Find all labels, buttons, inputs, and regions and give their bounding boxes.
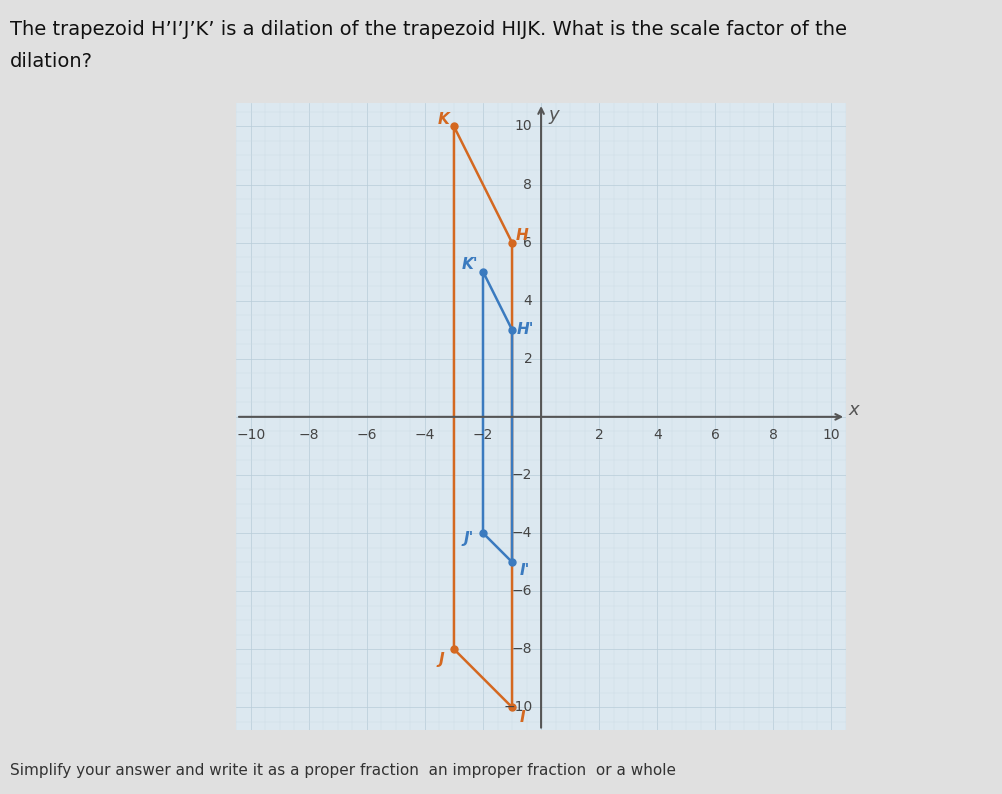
Text: dilation?: dilation? (10, 52, 93, 71)
Text: −4: −4 (415, 429, 435, 442)
Text: K: K (438, 112, 450, 127)
Text: y: y (548, 106, 559, 124)
Text: The trapezoid H’I’J’K’ is a dilation of the trapezoid HIJK. What is the scale fa: The trapezoid H’I’J’K’ is a dilation of … (10, 20, 847, 39)
Text: 2: 2 (595, 429, 603, 442)
Text: 10: 10 (515, 119, 532, 133)
Text: 8: 8 (769, 429, 778, 442)
Text: H: H (516, 228, 529, 243)
Text: K': K' (462, 257, 478, 272)
Text: 10: 10 (823, 429, 841, 442)
Text: I: I (519, 710, 525, 725)
Text: 6: 6 (710, 429, 719, 442)
Text: −10: −10 (236, 429, 266, 442)
Text: −2: −2 (512, 468, 532, 482)
Text: 2: 2 (524, 352, 532, 366)
Text: −6: −6 (512, 584, 532, 598)
Text: −8: −8 (512, 642, 532, 656)
Text: 4: 4 (524, 294, 532, 308)
Text: 6: 6 (523, 236, 532, 249)
Text: J: J (438, 652, 444, 667)
Text: −2: −2 (473, 429, 493, 442)
Text: x: x (849, 401, 860, 418)
Text: −8: −8 (299, 429, 319, 442)
Text: J': J' (463, 531, 474, 546)
Text: 8: 8 (523, 178, 532, 191)
Text: Simplify your answer and write it as a proper fraction  an improper fraction  or: Simplify your answer and write it as a p… (10, 763, 676, 778)
Text: −4: −4 (512, 526, 532, 540)
Text: −10: −10 (503, 700, 532, 715)
Text: −6: −6 (357, 429, 377, 442)
Text: H': H' (516, 322, 534, 337)
Text: 4: 4 (653, 429, 661, 442)
Text: I': I' (520, 563, 530, 578)
